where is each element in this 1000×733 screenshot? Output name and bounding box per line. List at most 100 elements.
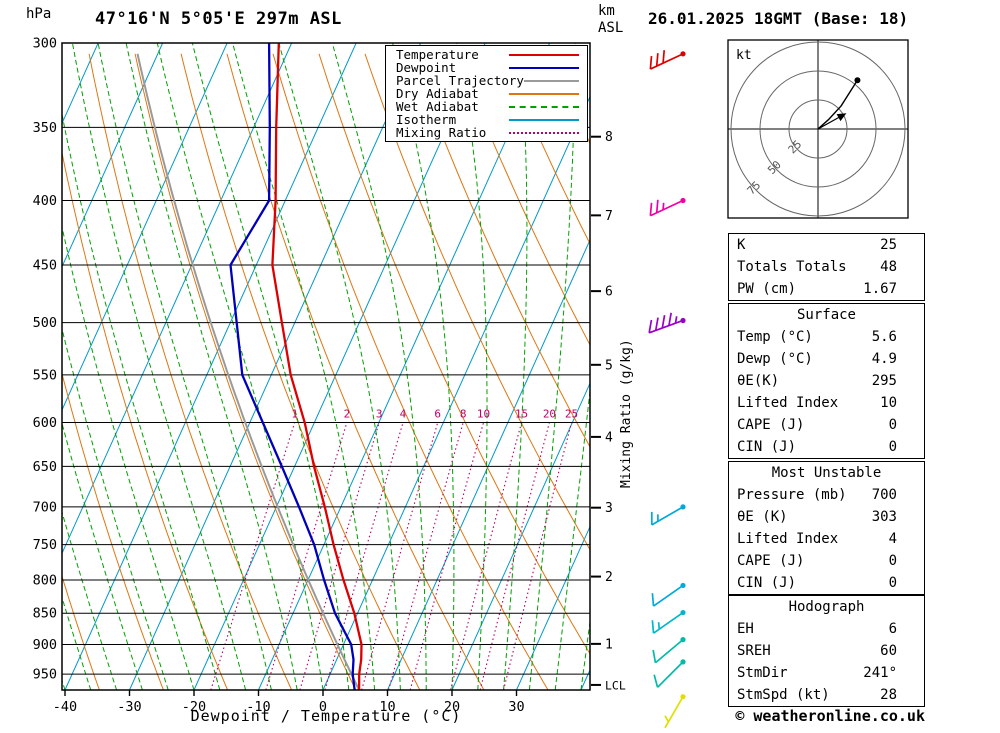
temperature-tick-label: 30 [508, 699, 524, 715]
mixing-ratio-value-label: 1 [291, 408, 298, 421]
wind-barb [649, 197, 686, 217]
temperature-tick-label: 10 [379, 699, 395, 715]
row-label: EH [737, 621, 754, 637]
km-tick-label: 1 [605, 637, 613, 652]
row-label: SREH [737, 643, 771, 659]
wind-barb-column [648, 50, 686, 729]
row-value: 700 [871, 487, 897, 503]
most-unstable-table-title: Most Unstable [771, 465, 882, 481]
wind-barb [650, 504, 686, 526]
temperature-tick-label: -10 [246, 699, 270, 715]
wind-barb [649, 50, 686, 70]
row-label: Pressure (mb) [737, 487, 847, 503]
row-value: 5.6 [871, 329, 897, 345]
station-title: 47°16'N 5°05'E 297m ASL [95, 9, 342, 29]
row-value: 25 [880, 237, 897, 253]
mixing-ratio-axis-label: Mixing Ratio (g/kg) [619, 339, 634, 488]
pressure-tick-label: 400 [33, 193, 57, 209]
dewpoint-curve [229, 43, 356, 690]
table-row: K 25 [729, 234, 924, 256]
table-row: CIN (J) 0 [729, 436, 924, 458]
table-row: Totals Totals 48 [729, 256, 924, 278]
km-tick-label: 6 [605, 285, 613, 300]
row-label: Lifted Index [737, 395, 839, 411]
row-value: 0 [888, 417, 897, 433]
table-row: CAPE (J) 0 [729, 414, 924, 436]
legend-item: Wet Adiabat [386, 99, 587, 114]
table-row: SREH 60 [729, 640, 924, 662]
legend-item: Mixing Ratio [386, 125, 587, 140]
table-row: StmDir 241° [729, 662, 924, 684]
mixing-ratio-value-label: 10 [477, 408, 490, 421]
km-tick-label: 7 [605, 209, 613, 224]
km-tick-label: 3 [605, 501, 613, 516]
temperature-tick-label: -40 [53, 699, 77, 715]
mixing-ratio-value-label: 8 [460, 408, 467, 421]
legend-item: Isotherm [386, 112, 587, 127]
parcel-trajectory-curve [136, 53, 360, 690]
legend-item-label: Mixing Ratio [396, 125, 487, 140]
most-unstable-table-rows: Pressure (mb) 700 θE (K) 303 Lifted Index 4 CA… [729, 484, 924, 594]
hodograph-table-rows: EH 6 SREH 60 StmDir 241° StmSpd (kt) 28 [729, 618, 924, 706]
pressure-tick-label: 450 [33, 257, 57, 273]
row-value: 0 [888, 553, 897, 569]
pressure-tick-label: 550 [33, 367, 57, 383]
temperature-curve [271, 43, 363, 690]
row-label: Totals Totals [737, 259, 847, 275]
legend-line-sample [509, 118, 579, 121]
temperature-tick-label: -20 [182, 699, 206, 715]
legend-line-sample [509, 66, 579, 69]
row-value: 4 [888, 531, 897, 547]
row-value: 28 [880, 687, 897, 703]
legend-item-label: Temperature [396, 47, 479, 62]
row-value: 295 [871, 373, 897, 389]
row-label: PW (cm) [737, 281, 797, 297]
table-row: Pressure (mb) 700 [729, 484, 924, 506]
legend-box: Temperature Dewpoint Parcel Trajectory Dry … [385, 45, 588, 142]
legend-item: Dewpoint [386, 60, 587, 75]
row-label: Lifted Index [737, 531, 839, 547]
mixing-ratio-value-label: 6 [434, 408, 441, 421]
table-row: θE (K) 303 [729, 506, 924, 528]
row-value: 0 [888, 439, 897, 455]
km-tick-label: 2 [605, 570, 613, 585]
hodograph-table-title: Hodograph [788, 599, 865, 615]
mixing-ratio-value-label: 4 [400, 408, 407, 421]
pressure-axis-unit: hPa [26, 6, 52, 22]
pressure-tick-label: 350 [33, 120, 57, 136]
pressure-tick-label: 500 [33, 315, 57, 331]
row-label: θE(K) [737, 373, 780, 389]
indices-table-rows: K 25 Totals Totals 48 PW (cm) 1.67 [729, 234, 924, 300]
pressure-tick-label: 950 [33, 667, 57, 683]
table-row: CIN (J) 0 [729, 572, 924, 594]
row-value: 6 [888, 621, 897, 637]
pressure-tick-label: 700 [33, 499, 57, 515]
table-row: PW (cm) 1.67 [729, 278, 924, 300]
row-value: 303 [871, 509, 897, 525]
table-row: Temp (°C) 5.6 [729, 326, 924, 348]
km-tick-label: 5 [605, 358, 613, 373]
km-tick-label: 4 [605, 430, 613, 445]
mixing-ratio-value-label: 25 [565, 408, 578, 421]
row-value: 48 [880, 259, 897, 275]
storm-motion-arrow [836, 113, 847, 122]
row-value: 10 [880, 395, 897, 411]
temperature-tick-label: 20 [444, 699, 460, 715]
row-value: 241° [863, 665, 897, 681]
legend-item-label: Parcel Trajectory [396, 73, 524, 88]
wind-barb [648, 312, 686, 334]
isotherm-lines [62, 43, 590, 690]
pressure-tick-label: 750 [33, 537, 57, 553]
table-row: Dewp (°C) 4.9 [729, 348, 924, 370]
row-label: θE (K) [737, 509, 788, 525]
table-row: CAPE (J) 0 [729, 550, 924, 572]
table-row: StmSpd (kt) 28 [729, 684, 924, 706]
legend-line-sample [509, 131, 579, 134]
km-tick-label: LCL [605, 678, 626, 692]
pressure-tick-label: 850 [33, 606, 57, 622]
wind-barb [652, 637, 686, 664]
row-label: CAPE (J) [737, 417, 805, 433]
pressure-tick-label: 900 [33, 637, 57, 653]
